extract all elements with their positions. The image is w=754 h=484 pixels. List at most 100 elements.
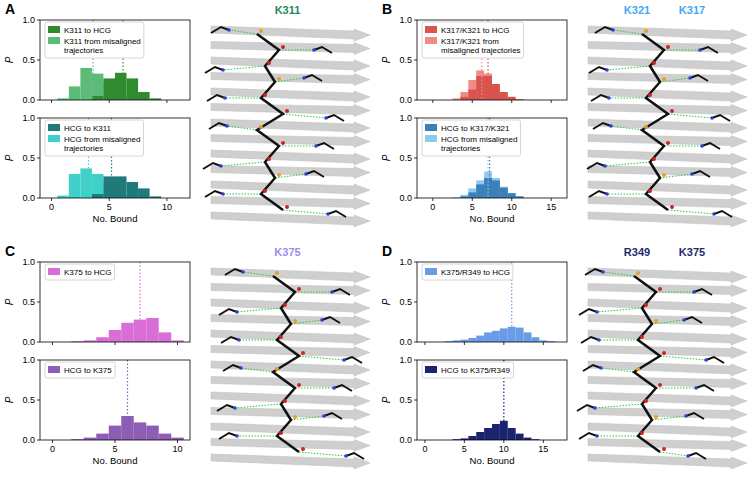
beta-strand	[211, 166, 370, 179]
y-tick-label: 0.0	[399, 337, 412, 347]
y-tick-label: 1.0	[22, 113, 35, 123]
side-chain	[700, 47, 718, 53]
legend-label: K311 from misalignedtrajectories	[64, 37, 141, 55]
y-tick-label: 1.0	[22, 257, 35, 267]
beta-strand	[211, 150, 370, 165]
panel-letter: B	[382, 1, 392, 17]
atom	[279, 431, 283, 435]
legend-line: HCG to K375	[64, 366, 112, 375]
side-chain	[332, 289, 350, 295]
bar	[460, 97, 468, 100]
plot-background	[40, 20, 190, 100]
y-axis-title: P	[381, 154, 392, 161]
legend-frame	[45, 22, 144, 58]
legend-swatch	[48, 37, 60, 44]
x-tick	[503, 440, 504, 443]
subplot: 0510150.00.51.0PNo. Bound	[381, 113, 567, 224]
hbond	[656, 292, 694, 293]
bar	[468, 188, 476, 198]
side-chain	[203, 163, 221, 169]
atom	[285, 205, 289, 209]
legend: HCG to K375	[45, 362, 115, 378]
plot-frame	[40, 262, 190, 342]
legend: K317/K321 to HCG K317/K321 frommisaligned…	[422, 22, 524, 58]
bar	[516, 328, 524, 342]
plot-background	[40, 118, 190, 198]
plot-frame	[417, 118, 567, 198]
hbond	[597, 436, 638, 437]
subplot: 05100.00.51.0PNo. Bound	[4, 355, 190, 466]
bar	[121, 323, 134, 342]
nitrogen	[227, 28, 231, 32]
hbond	[295, 292, 332, 293]
hbond	[239, 340, 277, 341]
y-tick-label: 0.5	[22, 395, 35, 405]
bar	[484, 428, 492, 440]
bar	[476, 76, 484, 100]
legend-label: K317/K321 to HCG	[441, 26, 509, 35]
bar	[500, 92, 508, 100]
bar	[508, 193, 516, 198]
side-chain	[326, 115, 344, 121]
legend-swatch	[425, 268, 437, 275]
y-axis-title: P	[4, 56, 15, 63]
structure-label: K375	[274, 246, 300, 258]
nitrogen	[312, 48, 316, 52]
bar	[508, 97, 516, 100]
legend-swatch	[48, 135, 60, 142]
nitrogen	[237, 338, 241, 342]
legend-label: HCG to K311	[64, 124, 112, 133]
atom	[658, 287, 662, 291]
y-tick-label: 1.0	[22, 15, 35, 25]
side-chain	[688, 453, 706, 459]
legend-line: trajectories	[441, 144, 480, 153]
atom	[277, 77, 281, 81]
legend-label: K317/K321 frommisaligned trajectories	[441, 37, 521, 55]
bar	[159, 434, 172, 440]
nitrogen	[239, 366, 243, 370]
legend-line: K317/K321 to HCG	[441, 26, 509, 35]
hbond	[241, 368, 273, 372]
legend-label: HCG to K375	[64, 366, 112, 375]
x-tick	[424, 440, 425, 443]
x-tick	[511, 198, 512, 201]
x-tick-label: 15	[538, 444, 548, 454]
legend: HCG to K317/K321HCG from misalignedtraje…	[422, 120, 520, 156]
nitrogen	[607, 96, 611, 100]
legend-frame	[45, 362, 115, 378]
nitrogen	[684, 414, 688, 418]
bar	[476, 336, 484, 342]
legend: K375 to HCG	[45, 264, 115, 280]
hbond	[656, 388, 696, 389]
legend-swatch	[48, 268, 60, 275]
x-axis-title: No. Bound	[93, 455, 138, 466]
nitrogen	[322, 414, 326, 418]
side-chain	[579, 309, 597, 315]
subplot: 0.00.51.0P	[4, 15, 190, 105]
structure-image	[203, 26, 370, 227]
nitrogen	[712, 212, 716, 216]
legend-line: HCG to K311	[64, 124, 112, 133]
x-tick	[551, 100, 552, 103]
nitrogen	[698, 48, 702, 52]
y-tick	[37, 60, 40, 61]
beta-strand	[588, 346, 747, 359]
plot-frame	[417, 262, 567, 342]
legend-swatch	[425, 26, 437, 33]
structure-image	[587, 26, 747, 227]
legend-label: HCG to K317/K321	[441, 124, 510, 133]
beta-strand	[211, 423, 370, 438]
beta-strand	[588, 454, 747, 469]
legend-line: K375 to HCG	[64, 268, 112, 277]
bar	[96, 434, 109, 440]
x-tick	[424, 342, 425, 345]
beta-strand	[588, 166, 747, 179]
plot-background	[40, 262, 190, 342]
side-chain	[593, 123, 611, 129]
bar	[516, 434, 524, 440]
hbond	[237, 436, 277, 437]
atom	[666, 141, 670, 145]
atom	[283, 303, 287, 307]
legend-label: K311 to HCG	[64, 26, 111, 35]
bar	[134, 422, 147, 440]
